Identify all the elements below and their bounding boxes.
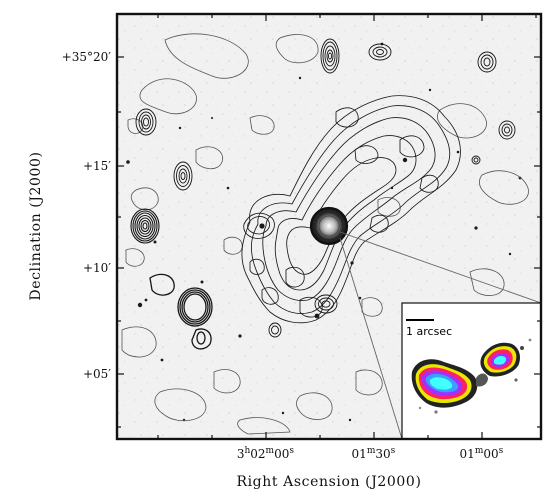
source-top-center (320, 38, 340, 74)
plot-frame (115, 12, 543, 441)
zoom-lines (339, 231, 541, 439)
x-tick-label: 01m30s (352, 446, 397, 461)
y-axis-title: Declination (J2000) (28, 151, 44, 300)
noise-contours (121, 33, 529, 435)
source-right-middle (498, 120, 516, 140)
x-tick-label: 01m00s (460, 446, 505, 461)
x-tick-label: 3h02m00s (237, 446, 295, 461)
jet-image (411, 338, 532, 414)
source-top-right-a (368, 43, 392, 61)
y-tick-label: +15′ (83, 159, 111, 173)
y-tick-labels: +35°20′ +15′ +10′ +05′ (62, 50, 112, 381)
source-top-right-b (477, 51, 497, 73)
source-left-big (130, 208, 160, 244)
source-lower-left-small (268, 322, 282, 338)
x-tick-labels: 3h02m00s 01m30s 01m00s (237, 446, 505, 461)
x-axis-title: Right Ascension (J2000) (236, 474, 421, 490)
radio-core (309, 206, 349, 246)
tick-marks (117, 14, 541, 439)
y-tick-label: +05′ (83, 367, 111, 381)
source-small-right (471, 155, 481, 165)
source-upper-left (135, 108, 157, 136)
sky-image: 1 arcsec (117, 14, 541, 439)
y-tick-label: +35°20′ (62, 50, 112, 64)
extended-radio-emission (241, 95, 461, 324)
compact-sources (130, 38, 516, 350)
jet-inset: 1 arcsec (401, 302, 541, 439)
y-tick-label: +10′ (83, 261, 111, 275)
source-ring (149, 273, 213, 350)
scale-bar-label: 1 arcsec (406, 325, 452, 338)
source-left-middle (173, 161, 193, 191)
